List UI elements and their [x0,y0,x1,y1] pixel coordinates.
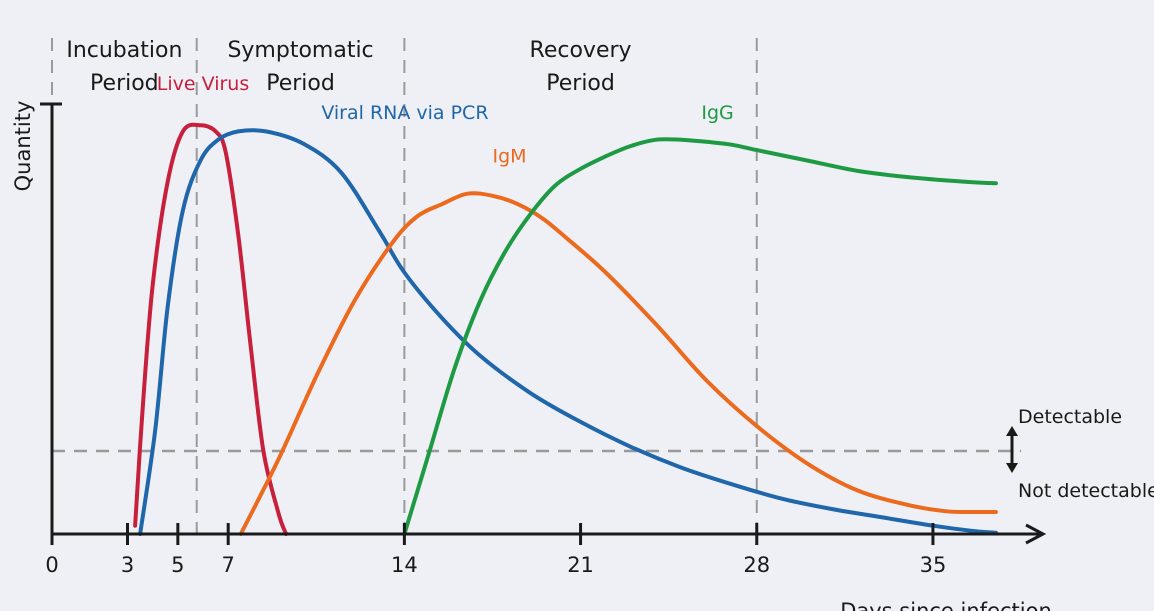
threshold-arrow-down [1006,463,1018,473]
x-axis-title: Days since infection [840,599,1052,611]
period-label-symptomatic-period: Symptomatic [227,38,373,63]
x-tick-label: 0 [45,553,58,577]
x-tick-label: 28 [743,553,770,577]
series-line-igm [238,191,998,536]
x-tick-label: 21 [567,553,594,577]
y-axis-title: Quantity [11,101,35,192]
x-tick-label: 3 [121,553,134,577]
x-tick-label: 7 [222,553,235,577]
series-label-live-virus: Live Virus [157,73,249,95]
series-line-viral-rna-via-pcr [138,128,998,536]
x-axis-arrow [1025,523,1047,545]
series-line-live-virus [133,122,289,536]
period-label-recovery-period: Period [546,71,615,96]
series-lines [133,122,998,536]
detectable-label: Detectable [1018,406,1122,428]
period-label-incubation-period: Period [90,71,159,96]
period-label-symptomatic-period: Period [266,71,335,96]
x-tick-label: 35 [920,553,947,577]
threshold-arrow-up [1006,426,1018,436]
period-label-incubation-period: Incubation [66,38,182,63]
not-detectable-label: Not detectable [1018,480,1154,502]
period-label-recovery-period: Recovery [530,38,632,63]
x-tick-label: 14 [391,553,418,577]
series-label-viral-rna-via-pcr: Viral RNA via PCR [321,102,488,124]
series-label-igg: IgG [701,102,733,124]
series-label-igm: IgM [492,146,526,168]
period-labels: Incubation Period Symptomatic Period Recover… [66,38,631,96]
series-line-igg [402,137,998,536]
x-tick-label: 5 [171,553,184,577]
threshold-labels: Detectable Not detectable [1006,406,1154,502]
